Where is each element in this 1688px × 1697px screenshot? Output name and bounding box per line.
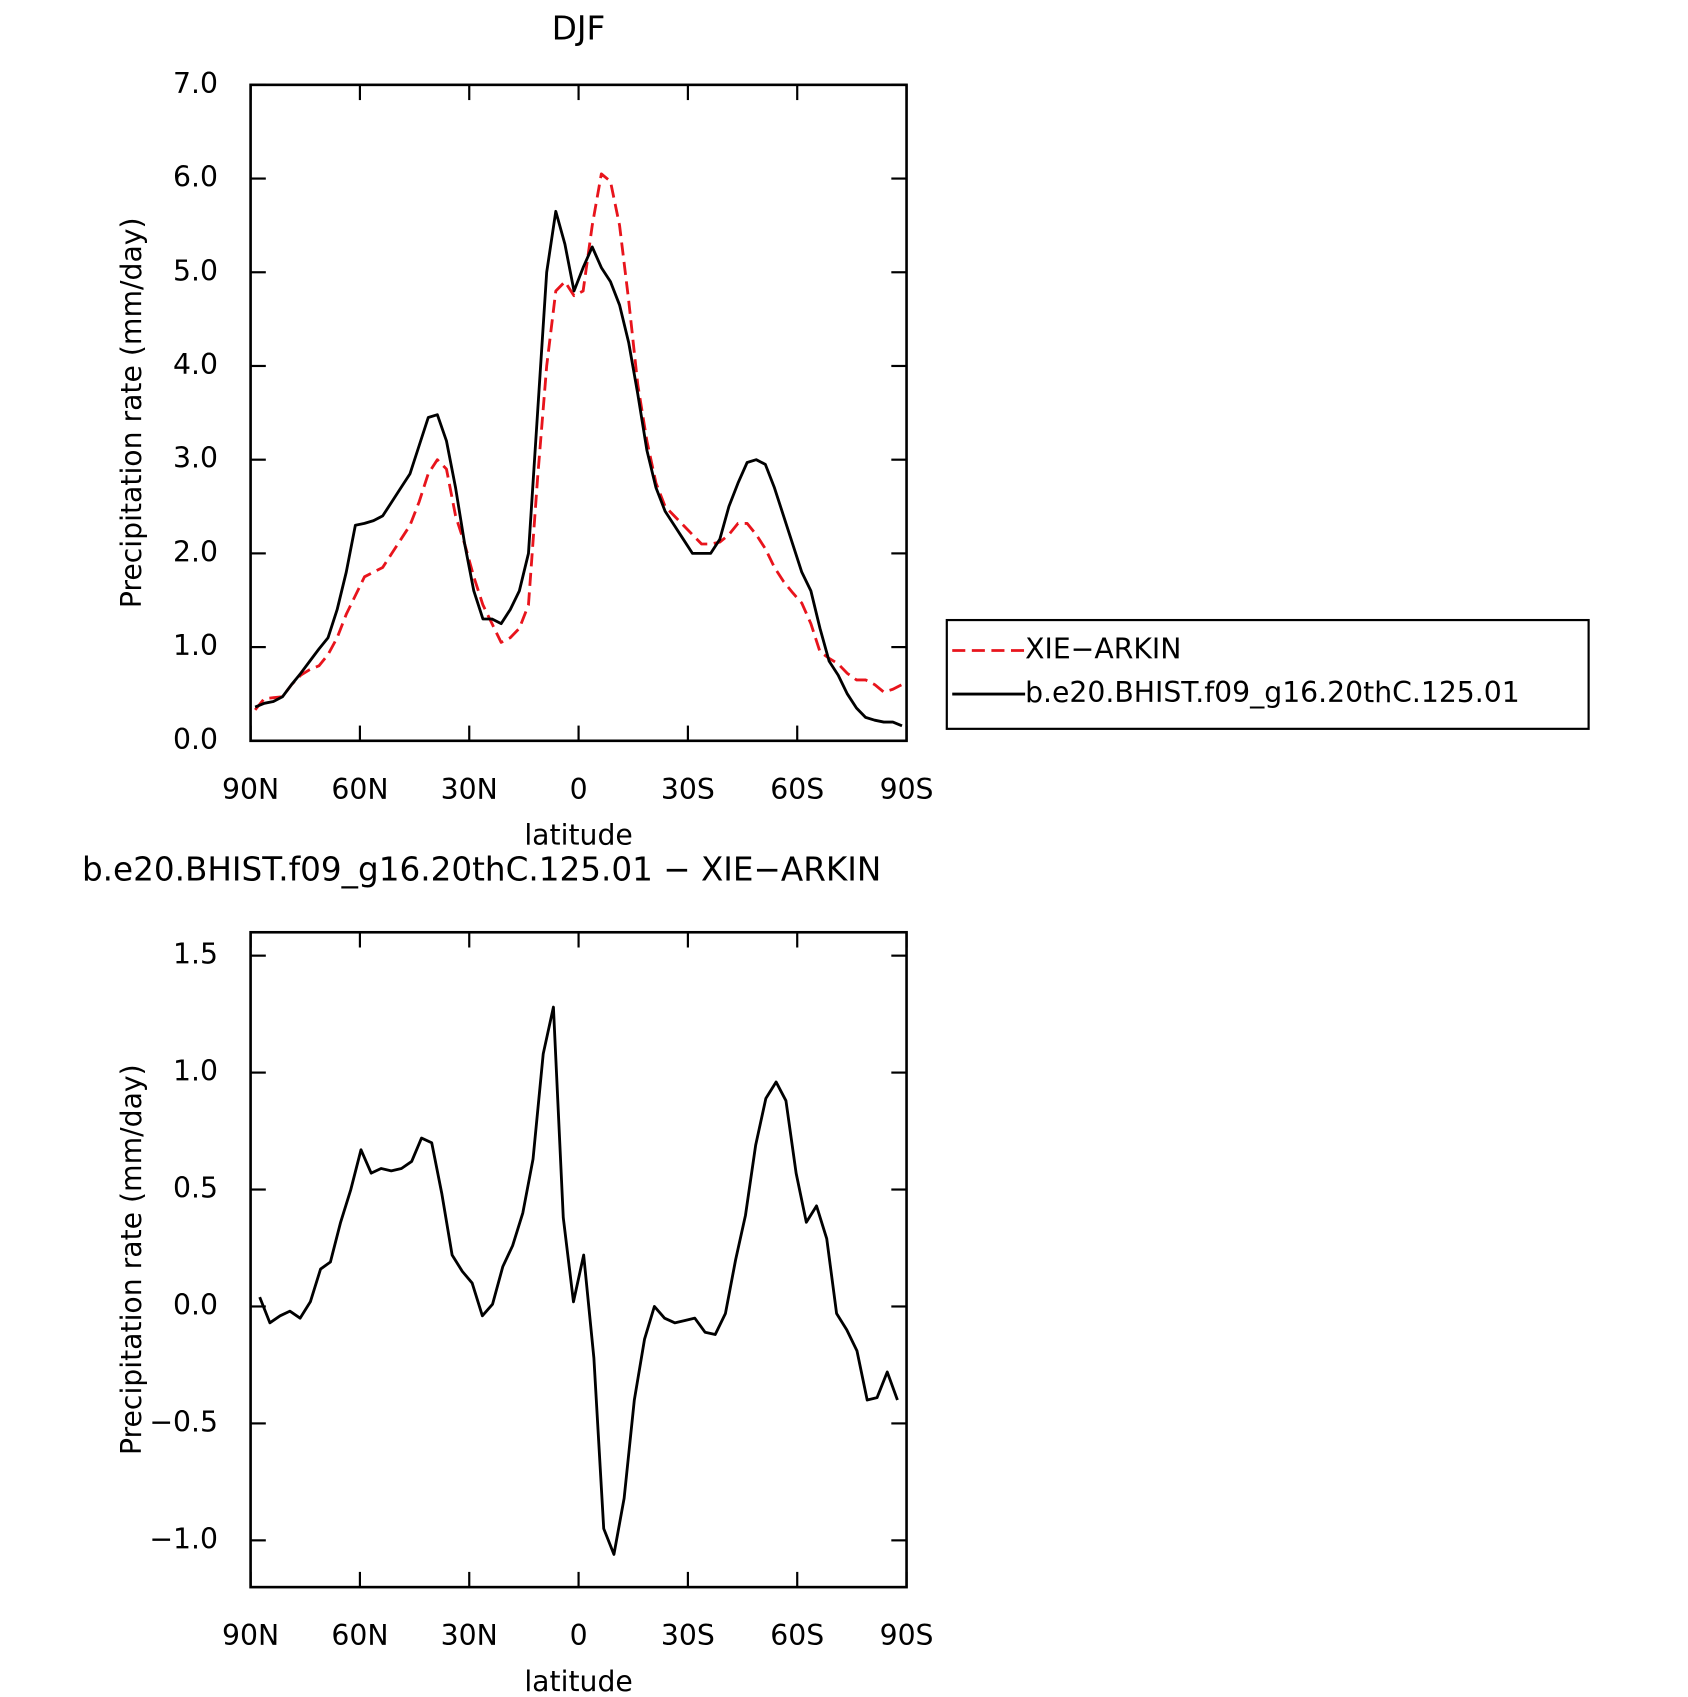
x-tick-label: 30N (441, 1619, 498, 1652)
y-tick-label: −0.5 (149, 1405, 218, 1438)
y-tick-label: 0.0 (173, 723, 218, 756)
x-tick-label: 90S (880, 1619, 934, 1652)
x-axis-label: latitude (524, 819, 632, 852)
x-tick-label: 60S (770, 1619, 824, 1652)
x-tick-label: 90S (880, 773, 934, 806)
y-tick-label: 1.5 (173, 938, 218, 971)
x-tick-label: 60N (331, 773, 388, 806)
x-tick-label: 0 (570, 773, 588, 806)
y-tick-label: 1.0 (173, 1055, 218, 1088)
y-tick-label: 3.0 (173, 442, 218, 475)
x-tick-label: 30S (661, 773, 715, 806)
y-tick-label: 7.0 (173, 67, 218, 100)
y-tick-label: 5.0 (173, 254, 218, 287)
y-axis-label: Precipitation rate (mm/day) (115, 1064, 148, 1455)
x-tick-label: 90N (222, 1619, 279, 1652)
chart-title: DJF (552, 9, 606, 47)
x-tick-label: 30S (661, 1619, 715, 1652)
chart-title: b.e20.BHIST.f09_g16.20thC.125.01 − XIE−A… (82, 850, 881, 888)
y-tick-label: 4.0 (173, 348, 218, 381)
y-tick-label: 6.0 (173, 161, 218, 194)
x-tick-label: 60S (770, 773, 824, 806)
data-line (258, 1005, 899, 1556)
legend-box (945, 618, 1590, 730)
legend-label: b.e20.BHIST.f09_g16.20thC.125.01 (1025, 676, 1520, 709)
x-tick-label: 30N (441, 773, 498, 806)
y-tick-label: 0.0 (173, 1288, 218, 1321)
x-tick-label: 60N (331, 1619, 388, 1652)
y-tick-label: −1.0 (149, 1522, 218, 1555)
y-tick-label: 0.5 (173, 1172, 218, 1205)
data-line (254, 172, 903, 711)
plot-frame (249, 83, 908, 743)
y-tick-label: 2.0 (173, 535, 218, 568)
x-axis-label: latitude (524, 1665, 632, 1697)
x-tick-label: 0 (570, 1619, 588, 1652)
x-tick-label: 90N (222, 773, 279, 806)
plot-frame (249, 930, 908, 1589)
data-line (254, 209, 903, 728)
y-tick-label: 1.0 (173, 629, 218, 662)
legend-label: XIE−ARKIN (1025, 633, 1181, 666)
y-axis-label: Precipitation rate (mm/day) (115, 217, 148, 608)
